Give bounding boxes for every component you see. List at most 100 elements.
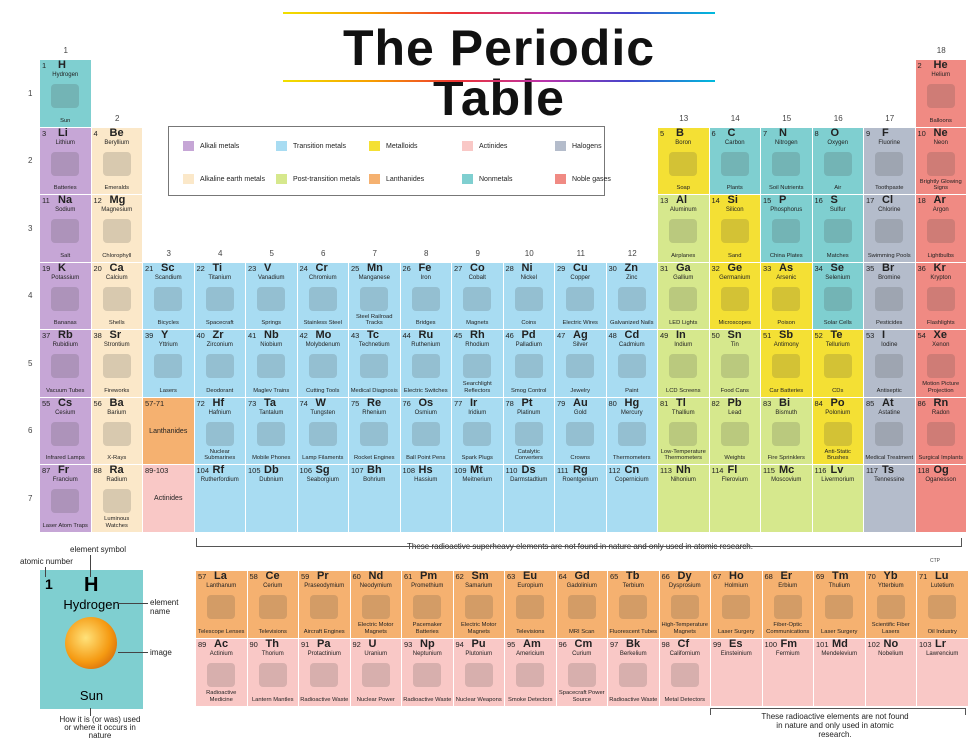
element-symbol: Ru	[418, 330, 434, 341]
element-use-image	[823, 219, 852, 243]
element-cell: 99 Es Einsteinium	[711, 639, 763, 707]
element-symbol: Mc	[779, 465, 795, 476]
atomic-number: 22	[196, 263, 205, 273]
element-use: Sand	[727, 252, 742, 259]
element-cell: 87 Fr Francium Laser Atom Traps	[40, 465, 92, 533]
atomic-number: 24	[299, 263, 308, 273]
element-use: Nuclear Submarines	[204, 448, 236, 462]
element-use-image	[205, 286, 234, 311]
element-name: Thorium	[261, 651, 284, 657]
element-cell: 25 Mn Manganese Steel Railroad Tracks	[349, 262, 401, 330]
element-symbol: La	[214, 571, 227, 582]
element-cell: 97 Bk Berkelium Radioactive Waste	[608, 639, 660, 707]
element-cell: 46 Pd Palladium Smog Control	[503, 330, 555, 398]
atomic-number: 55	[42, 398, 51, 408]
period-number: 2	[28, 156, 33, 166]
element-name: Oxygen	[827, 139, 849, 146]
element-name: Lanthanum	[206, 583, 237, 589]
element-use-image	[619, 595, 648, 619]
element-cell: 60 Nd Neodymium Electric Motor Magnets	[350, 571, 402, 639]
atomic-number: 118	[917, 466, 930, 475]
element-cell: 43 Tc Technetium Medical Diagnosis	[349, 330, 401, 398]
element-use: Bicycles	[157, 320, 179, 327]
atomic-number: 3	[42, 128, 47, 138]
element-name: Barium	[107, 409, 127, 416]
element-use: Surgical Implants	[918, 455, 963, 462]
atomic-number: 77	[454, 398, 463, 408]
element-cell: 16 S Sulfur Matches	[812, 195, 864, 263]
element-use-image	[463, 421, 492, 446]
element-use-image	[464, 595, 493, 619]
element-symbol: Am	[523, 639, 541, 650]
element-symbol: Cr	[315, 262, 328, 274]
actinide-note: These radioactive elements are not found…	[761, 712, 909, 739]
element-use: Car Batteries	[769, 387, 804, 394]
element-name: Cerium	[263, 583, 283, 589]
element-use-image	[413, 595, 442, 619]
element-cell: 13 Al Aluminum Airplanes	[658, 195, 710, 263]
element-symbol: Db	[264, 465, 279, 476]
element-cell: 67 Ho Holmium Laser Surgery	[711, 571, 763, 639]
element-use-image	[720, 421, 749, 446]
group-number: 8	[424, 249, 429, 258]
element-use-image	[566, 354, 595, 378]
element-name: Curium	[572, 651, 592, 657]
element-cell: 81 Tl Thallium Low-Temperature Thermometers	[658, 397, 710, 465]
element-use: Nuclear Power	[356, 696, 395, 703]
element-name: Nitrogen	[774, 139, 798, 146]
element-use: Rocket Engines	[353, 455, 395, 462]
atomic-number: 33	[763, 263, 772, 273]
legend-label: Post-transition metals	[293, 175, 361, 183]
element-use: Galvanized Nails	[610, 320, 654, 327]
element-use-image	[207, 595, 236, 619]
element-cell: 35 Br Bromine Pesticides	[864, 262, 916, 330]
element-cell: 10 Ne Neon Brightly Glowing Signs	[915, 127, 967, 195]
element-cell: 26 Fe Iron Bridges	[400, 262, 452, 330]
element-use: Nuclear Weapons	[455, 696, 502, 703]
element-cell: 83 Bi Bismuth Fire Sprinklers	[761, 397, 813, 465]
element-use-image	[361, 595, 390, 619]
element-cell: 28 Ni Nickel Coins	[503, 262, 555, 330]
legend-swatch	[555, 141, 566, 151]
element-cell: 29 Cu Copper Electric Wires	[555, 262, 607, 330]
element-cell: 55 Cs Cesium Infrared Lamps	[40, 397, 92, 465]
element-symbol: K	[58, 262, 66, 274]
element-symbol: I	[882, 330, 886, 341]
atomic-number: 103	[919, 640, 932, 649]
element-name: Lead	[728, 409, 742, 416]
atomic-number: 78	[505, 398, 514, 408]
element-symbol: Cu	[573, 262, 588, 274]
title-rule-top	[283, 12, 715, 14]
element-name: Yttrium	[158, 342, 178, 348]
atomic-number: 50	[711, 331, 720, 340]
element-name: Darmstadtium	[510, 477, 548, 483]
element-use: Pesticides	[876, 320, 903, 327]
element-use: Oil Industry	[927, 628, 957, 635]
element-symbol: O	[830, 127, 840, 139]
element-symbol: Er	[780, 571, 793, 582]
element-name: Protactinium	[307, 651, 341, 657]
element-name: Cobalt	[468, 274, 486, 281]
element-symbol: Lu	[935, 571, 949, 582]
element-use: Airplanes	[671, 252, 696, 259]
element-cell: 18 Ar Argon Lightbulbs	[915, 195, 967, 263]
key-element-name: Hydrogen	[63, 597, 120, 612]
element-name: Iridium	[468, 409, 487, 416]
element-cell: 84 Po Polonium Anti-Static Brushes	[812, 397, 864, 465]
element-cell: 34 Se Selenium Solar Cells	[812, 262, 864, 330]
series-range: 57-71	[145, 398, 165, 408]
period-number: 6	[28, 426, 33, 436]
legend-swatch	[183, 141, 194, 151]
element-name: Nickel	[520, 274, 537, 281]
element-use-image	[823, 354, 852, 378]
element-use: Stainless Steel	[303, 320, 342, 327]
element-use-image	[926, 354, 955, 378]
element-symbol: Tm	[832, 571, 849, 582]
element-cell: 21 Sc Scandium Bicycles	[143, 262, 195, 330]
element-symbol: Pt	[521, 397, 533, 409]
element-use-image	[875, 219, 904, 243]
element-cell: 76 Os Osmium Ball Point Pens	[400, 397, 452, 465]
element-symbol: Fe	[418, 262, 432, 274]
element-name: Silver	[572, 342, 588, 348]
element-use: Swimming Pools	[867, 252, 911, 259]
